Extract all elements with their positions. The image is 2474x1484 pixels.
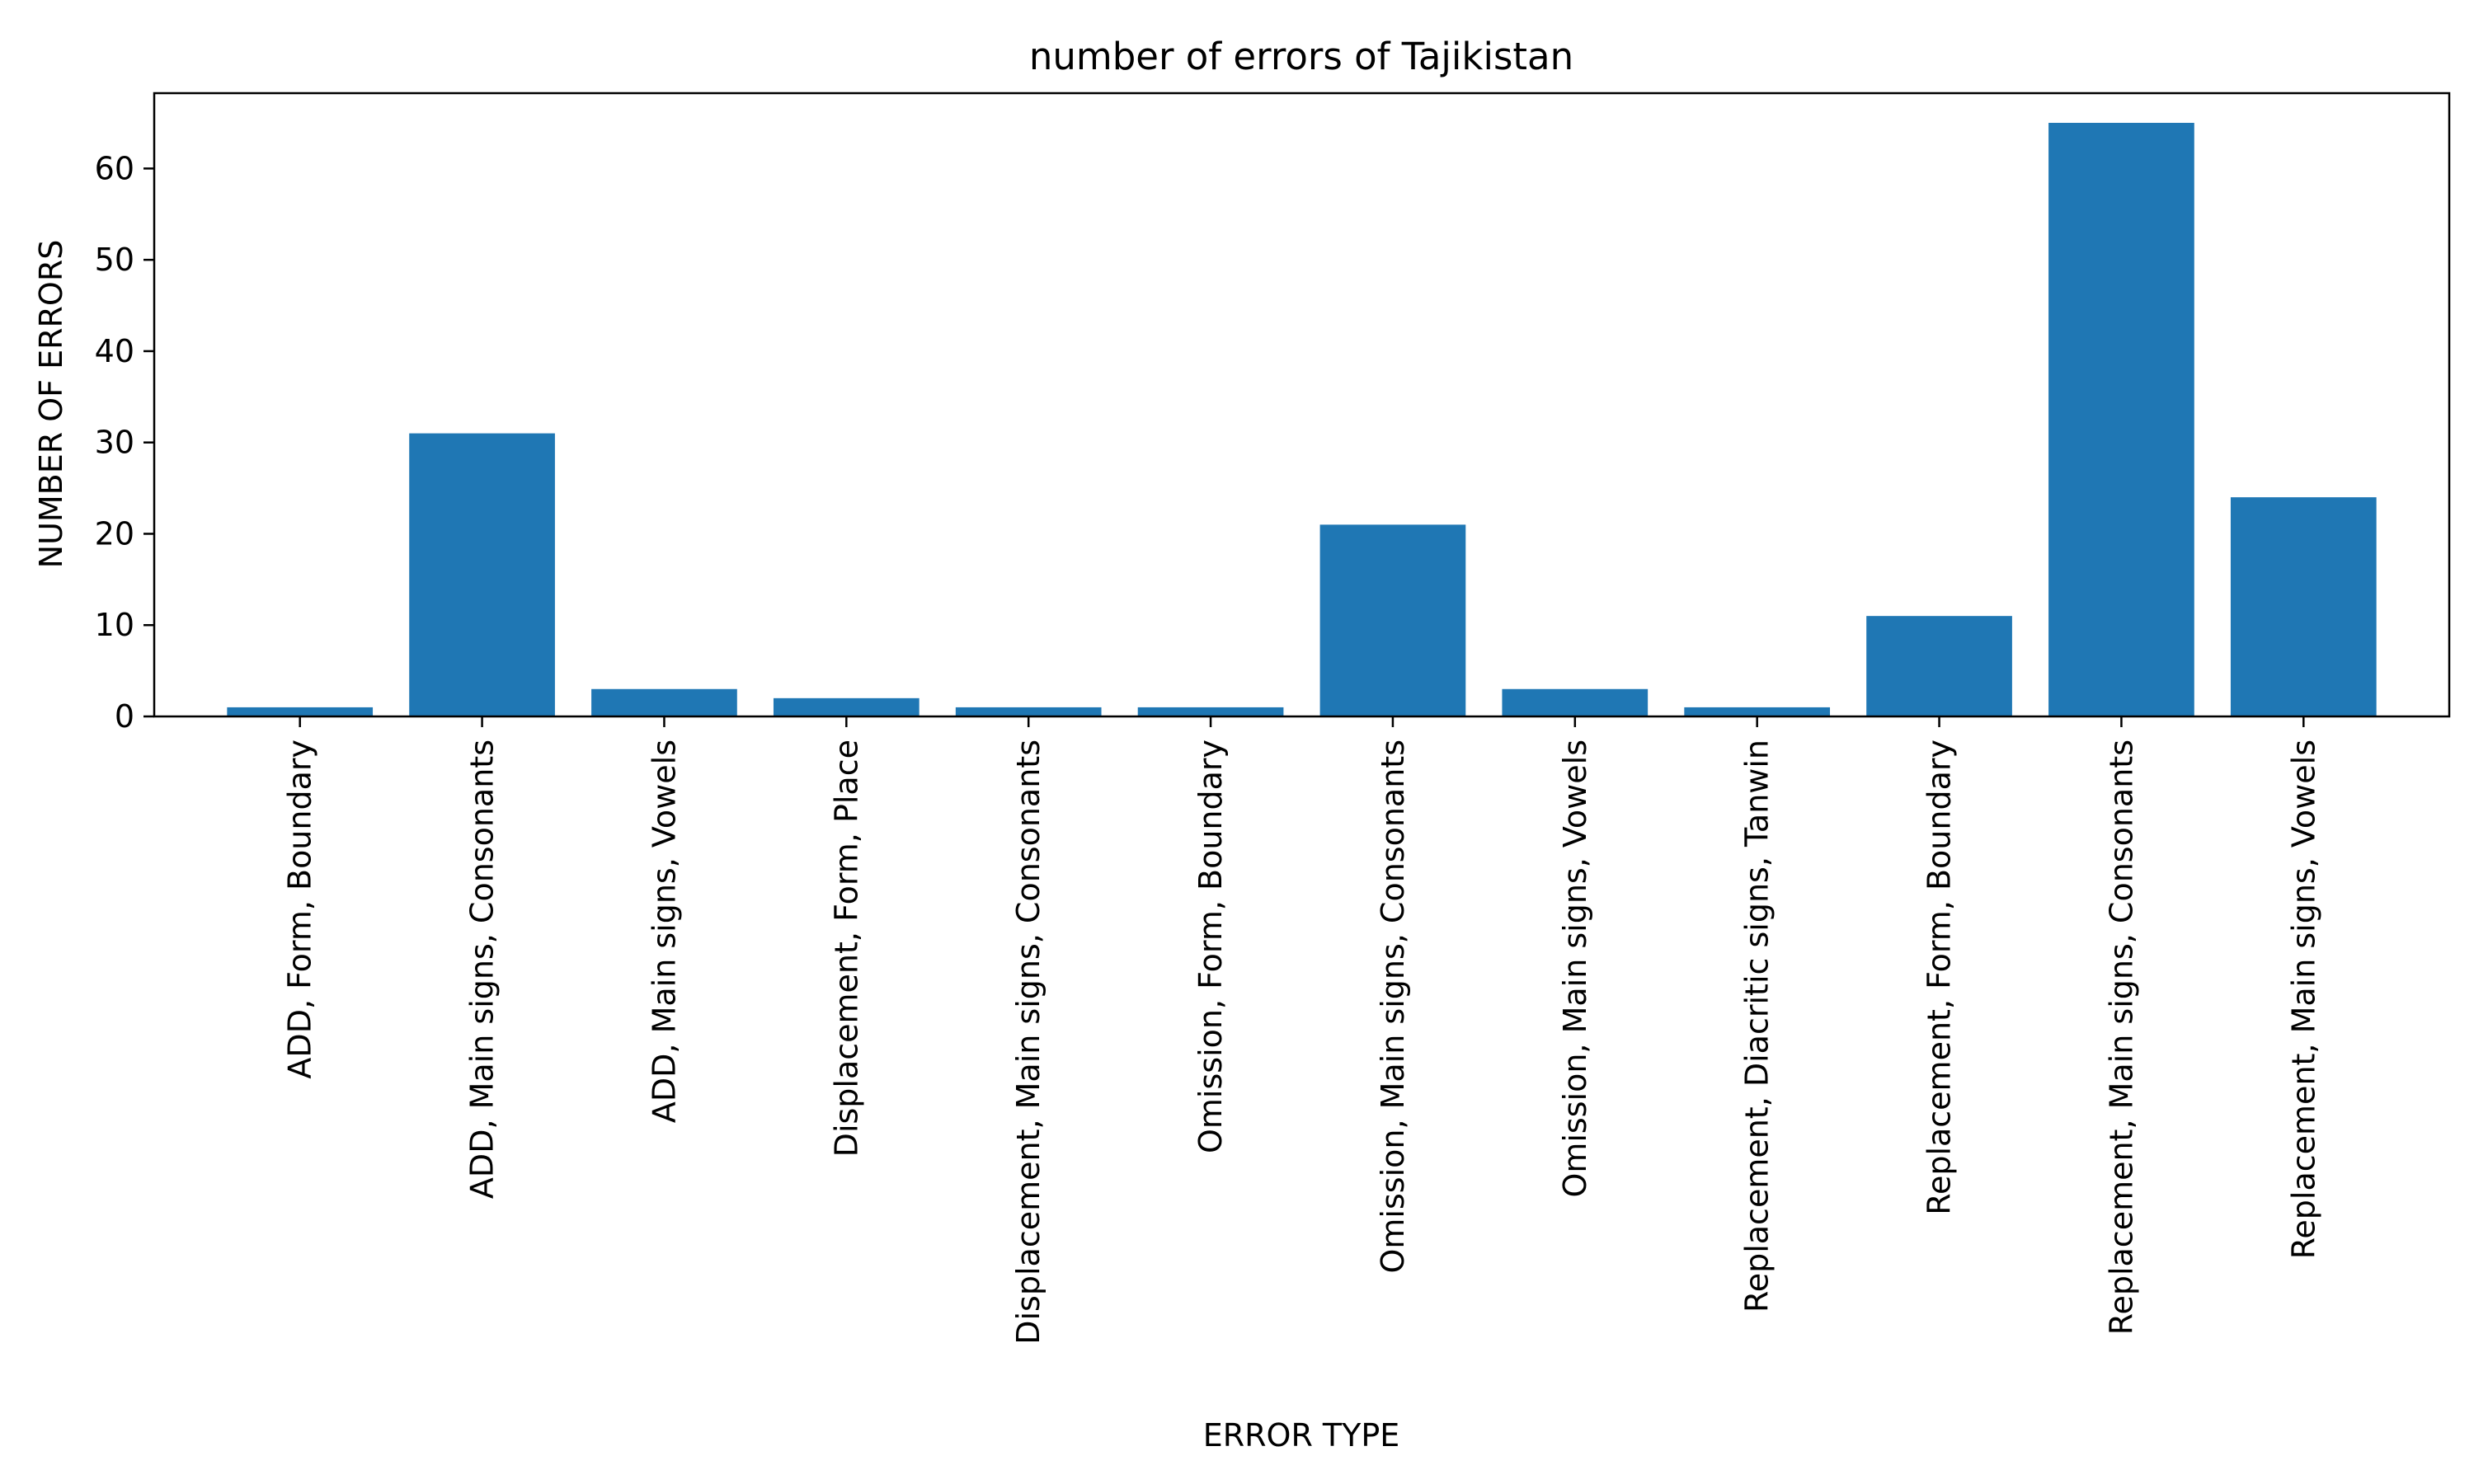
y-tick-label: 50 <box>95 242 134 278</box>
x-tick-label: ADD, Main signs, Consonants <box>464 740 501 1199</box>
plot-frame <box>153 92 2451 718</box>
y-tick-label: 10 <box>95 607 134 643</box>
y-tick-label: 40 <box>95 333 134 369</box>
x-tick-label: Replacement, Diacritic signs, Tanwin <box>1739 740 1776 1313</box>
x-tick-label: Replacement, Main signs, Consonants <box>2103 740 2139 1335</box>
y-tick-label: 0 <box>115 698 134 735</box>
bar-10 <box>2048 123 2194 716</box>
bars-group <box>227 123 2377 716</box>
x-axis-label: ERROR TYPE <box>1203 1417 1400 1453</box>
y-tick-label: 60 <box>95 150 134 186</box>
bar-5 <box>1137 707 1284 716</box>
x-tick-label: Omission, Form, Boundary <box>1192 740 1229 1153</box>
x-tick-label: Replacement, Main signs, Vowels <box>2285 740 2321 1259</box>
x-tick-label: Displacement, Main signs, Consonants <box>1010 740 1047 1345</box>
y-tick-label: 30 <box>95 425 134 461</box>
bar-4 <box>955 707 1102 716</box>
bar-8 <box>1684 707 1831 716</box>
bar-1 <box>409 433 555 716</box>
bar-7 <box>1502 688 1649 716</box>
x-tick-label: ADD, Main signs, Vowels <box>646 740 682 1123</box>
bar-9 <box>1866 616 2012 716</box>
x-tick-label: Replacement, Form, Boundary <box>1921 740 1958 1215</box>
x-tick-label: Displacement, Form, Place <box>828 740 864 1157</box>
x-tick-label: ADD, Form, Boundary <box>282 740 318 1079</box>
chart-title: number of errors of Tajikistan <box>1029 35 1573 78</box>
bar-11 <box>2230 497 2377 716</box>
x-axis: ADD, Form, Boundary ADD, Main signs, Cons… <box>282 716 2321 1345</box>
y-axis-label: NUMBER OF ERRORS <box>33 240 69 569</box>
bar-6 <box>1319 524 1466 716</box>
bar-0 <box>227 707 374 716</box>
x-tick-label: Omission, Main signs, Consonants <box>1375 740 1411 1274</box>
bar-3 <box>773 697 920 716</box>
y-tick-label: 20 <box>95 515 134 552</box>
bar-2 <box>591 688 737 716</box>
y-axis: 0 10 20 30 40 50 60 <box>95 150 154 735</box>
x-tick-label: Omission, Main signs, Vowels <box>1557 740 1593 1198</box>
